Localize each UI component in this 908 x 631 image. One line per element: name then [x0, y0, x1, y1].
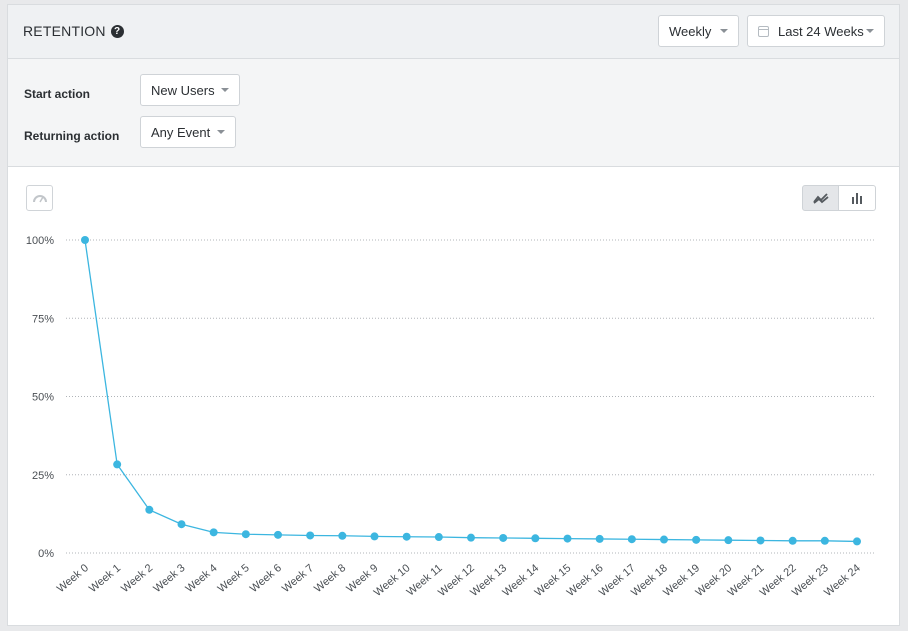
data-point[interactable] — [563, 534, 572, 543]
chevron-down-icon — [866, 29, 874, 33]
date-range-value: Last 24 Weeks — [778, 23, 864, 39]
data-point[interactable] — [467, 533, 475, 542]
line-chart-toggle[interactable] — [802, 185, 839, 211]
x-tick-label: Week 4 — [183, 562, 219, 595]
data-point[interactable] — [241, 530, 250, 539]
line-chart-icon — [812, 193, 829, 204]
data-point[interactable] — [853, 537, 861, 546]
returning-action-label: Returning action — [24, 129, 120, 143]
retention-panel: RETENTION ? Weekly Last 24 Weeks Start a… — [7, 4, 900, 626]
x-tick-label: Week 5 — [216, 562, 252, 595]
date-range-dropdown[interactable]: Last 24 Weeks — [747, 15, 885, 47]
chart-area: 0% 25% 50% 75% 100% Week 0 Week 1 Week 2 Week 3… — [8, 167, 899, 625]
data-point[interactable] — [595, 534, 604, 543]
x-tick-label: Week 3 — [151, 562, 187, 595]
data-point[interactable] — [338, 531, 347, 540]
start-action-value: New Users — [151, 82, 215, 98]
data-point[interactable] — [692, 535, 701, 544]
interval-value: Weekly — [669, 23, 712, 39]
title-text: RETENTION — [23, 23, 106, 39]
data-point[interactable] — [724, 536, 733, 545]
start-action-label: Start action — [24, 87, 91, 101]
series-layer — [81, 236, 861, 546]
data-point[interactable] — [81, 236, 89, 244]
data-point[interactable] — [402, 532, 411, 541]
data-point[interactable] — [177, 520, 186, 529]
x-tick-label: Week 8 — [312, 562, 348, 595]
data-point[interactable] — [370, 532, 379, 541]
data-point[interactable] — [145, 505, 154, 514]
chevron-down-icon — [217, 130, 225, 134]
y-tick-label: 50% — [32, 392, 54, 404]
x-tick-label: Week 0 — [55, 562, 91, 595]
x-tick-label: Week 7 — [280, 562, 316, 595]
data-point[interactable] — [756, 536, 765, 545]
y-tick-label: 25% — [32, 470, 54, 482]
start-action-dropdown[interactable]: New Users — [140, 74, 240, 106]
data-point[interactable] — [788, 536, 797, 545]
y-tick-label: 100% — [26, 235, 54, 247]
x-tick-label: Week 24 — [822, 562, 863, 599]
bar-chart-toggle[interactable] — [839, 185, 876, 211]
bar-chart-icon — [852, 193, 862, 204]
y-tick-label: 75% — [32, 313, 54, 325]
chevron-down-icon — [221, 88, 229, 92]
x-tick-label: Week 2 — [119, 562, 155, 595]
data-point[interactable] — [209, 528, 218, 537]
page-title: RETENTION ? — [23, 23, 124, 39]
returning-action-dropdown[interactable]: Any Event — [140, 116, 236, 148]
x-tick-label: Week 1 — [87, 562, 123, 595]
x-tick-label: Week 10 — [372, 562, 413, 599]
data-point[interactable] — [499, 533, 508, 542]
chevron-down-icon — [720, 29, 728, 33]
y-tick-label: 0% — [38, 548, 54, 560]
gauge-icon — [32, 195, 47, 203]
data-point[interactable] — [306, 531, 315, 540]
series-line — [84, 239, 858, 543]
data-point[interactable] — [274, 530, 282, 539]
data-point[interactable] — [113, 460, 122, 469]
data-point[interactable] — [660, 535, 668, 544]
data-point[interactable] — [820, 536, 829, 545]
panel-header: RETENTION ? Weekly Last 24 Weeks — [8, 5, 899, 59]
settings-panel: Start action New Users Returning action … — [8, 59, 899, 167]
x-tick-label: Week 6 — [248, 562, 284, 595]
data-point[interactable] — [434, 533, 443, 542]
grid-layer: 0% 25% 50% 75% 100% — [26, 235, 874, 560]
data-point[interactable] — [531, 534, 540, 543]
chart-type-toggle — [802, 185, 876, 211]
gauge-button[interactable] — [26, 185, 53, 211]
help-icon[interactable]: ? — [110, 24, 124, 38]
interval-dropdown[interactable]: Weekly — [658, 15, 739, 47]
returning-action-value: Any Event — [151, 124, 211, 140]
data-point[interactable] — [627, 535, 636, 544]
calendar-icon — [758, 25, 769, 37]
